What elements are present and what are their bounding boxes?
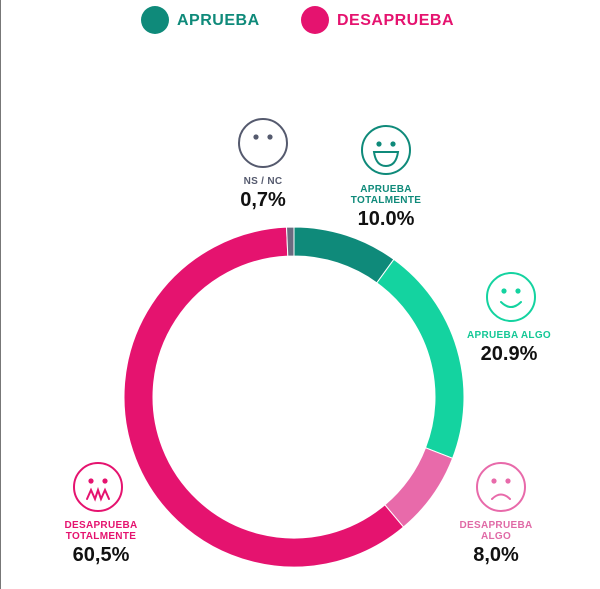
segment-value: 60,5% xyxy=(72,544,130,566)
face-icon xyxy=(238,118,288,168)
legend-label: APRUEBA xyxy=(177,12,260,29)
face-mouth xyxy=(491,493,511,500)
face-icon xyxy=(73,462,123,512)
segment-value: 20.9% xyxy=(480,343,538,365)
face-eye xyxy=(376,141,382,147)
face-eye xyxy=(253,134,259,140)
segment-label: DESAPRUEBA ALGO 8,0% xyxy=(448,520,544,566)
face-outline xyxy=(361,125,411,175)
face-eye xyxy=(102,478,108,484)
face-icon xyxy=(361,125,411,175)
donut-segment xyxy=(293,226,395,284)
face-mouth xyxy=(86,486,110,502)
donut-segment xyxy=(286,226,295,257)
segment-value: 0,7% xyxy=(240,189,286,211)
segment-name: NS / NC xyxy=(243,176,283,187)
donut-segment xyxy=(123,226,405,568)
face-icon xyxy=(486,272,536,322)
segment-label: NS / NC 0,7% xyxy=(215,176,311,211)
legend-swatch xyxy=(141,6,169,34)
segment-label: DESAPRUEBA TOTALMENTE 60,5% xyxy=(53,520,149,566)
face-outline xyxy=(476,462,526,512)
donut-segment xyxy=(384,447,454,528)
face-eye xyxy=(505,478,511,484)
face-mouth xyxy=(500,301,522,308)
face-outline xyxy=(238,118,288,168)
segment-label: APRUEBA ALGO 20.9% xyxy=(461,330,557,365)
segment-value: 8,0% xyxy=(473,544,519,566)
segment-name: APRUEBA TOTALMENTE xyxy=(350,184,422,206)
face-eye xyxy=(88,478,94,484)
face-eye xyxy=(491,478,497,484)
segment-name: APRUEBA ALGO xyxy=(467,330,551,341)
face-eye xyxy=(501,288,507,294)
segment-name: DESAPRUEBA TOTALMENTE xyxy=(64,520,138,542)
donut-segment xyxy=(376,258,465,459)
segment-value: 10.0% xyxy=(357,208,415,230)
face-eye xyxy=(390,141,396,147)
segment-name: DESAPRUEBA ALGO xyxy=(459,520,533,542)
face-eye xyxy=(267,134,273,140)
segment-label: APRUEBA TOTALMENTE 10.0% xyxy=(338,184,434,230)
legend-swatch xyxy=(301,6,329,34)
face-eye xyxy=(515,288,521,294)
face-outline xyxy=(73,462,123,512)
legend-label: DESAPRUEBA xyxy=(337,12,455,29)
face-mouth xyxy=(372,151,400,168)
face-icon xyxy=(476,462,526,512)
face-outline xyxy=(486,272,536,322)
